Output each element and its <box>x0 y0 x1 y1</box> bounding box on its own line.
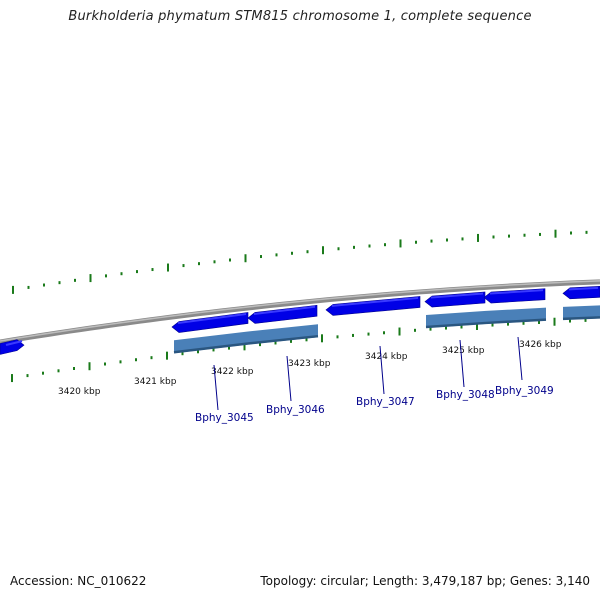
gene-arrow-bphy-3049-highlight <box>489 289 544 295</box>
scale-label: 3424 kbp <box>365 352 408 362</box>
gene-leader-line <box>517 336 523 381</box>
scale-label: 3423 kbp <box>288 359 331 369</box>
cds-bphy-3049-shadow <box>485 318 547 325</box>
cds-right-edge[interactable] <box>563 305 600 320</box>
cds-right-edge-shadow <box>562 316 600 321</box>
scale-label: 3426 kbp <box>519 340 562 350</box>
gene-arrow-bphy-3045-highlight <box>177 312 247 325</box>
gene-label[interactable]: Bphy_3047 <box>356 396 415 408</box>
topology-label: Topology: circular; Length: 3,479,187 bp… <box>260 574 590 588</box>
gene-label[interactable]: Bphy_3048 <box>436 389 495 401</box>
cds-bphy-3045-shadow <box>173 342 249 354</box>
gene-arrow-left-edge-highlight <box>5 340 23 346</box>
gene-label[interactable]: Bphy_3046 <box>266 404 325 416</box>
scale-label: 3422 kbp <box>211 367 254 377</box>
gene-arrow-bphy-3046-highlight <box>253 305 316 315</box>
chromosome-backbone <box>0 279 600 345</box>
cds-bphy-3046-shadow <box>247 334 319 345</box>
accession-label: Accession: NC_010622 <box>10 574 147 588</box>
gene-arrow-left-edge[interactable] <box>0 339 25 355</box>
gene-arrow-bphy-3047[interactable] <box>325 296 421 316</box>
gene-label[interactable]: Bphy_3045 <box>195 412 254 424</box>
cds-bphy-3046[interactable] <box>248 324 318 345</box>
gene-arrow-bphy-3047-highlight <box>331 296 419 307</box>
gene-leader-line <box>379 345 385 395</box>
gene-label[interactable]: Bphy_3049 <box>495 385 554 397</box>
chromosome-backbone-highlight <box>0 280 600 342</box>
map-title: Burkholderia phymatum STM815 chromosome … <box>68 9 532 24</box>
scale-label: 3425 kbp <box>442 346 485 356</box>
gene-arrow-right-edge-highlight <box>568 286 599 291</box>
gene-leader-line <box>213 364 219 411</box>
gene-leader-line <box>459 339 465 388</box>
cds-bphy-3048-shadow <box>425 321 487 329</box>
scale-label: 3421 kbp <box>134 377 177 387</box>
cds-bphy-3045[interactable] <box>174 331 248 354</box>
gene-arrow-bphy-3048-highlight <box>430 292 484 299</box>
gene-arrow-bphy-3046[interactable] <box>247 304 318 324</box>
scale-label: 3420 kbp <box>58 387 101 397</box>
gene-leader-line <box>286 355 292 402</box>
